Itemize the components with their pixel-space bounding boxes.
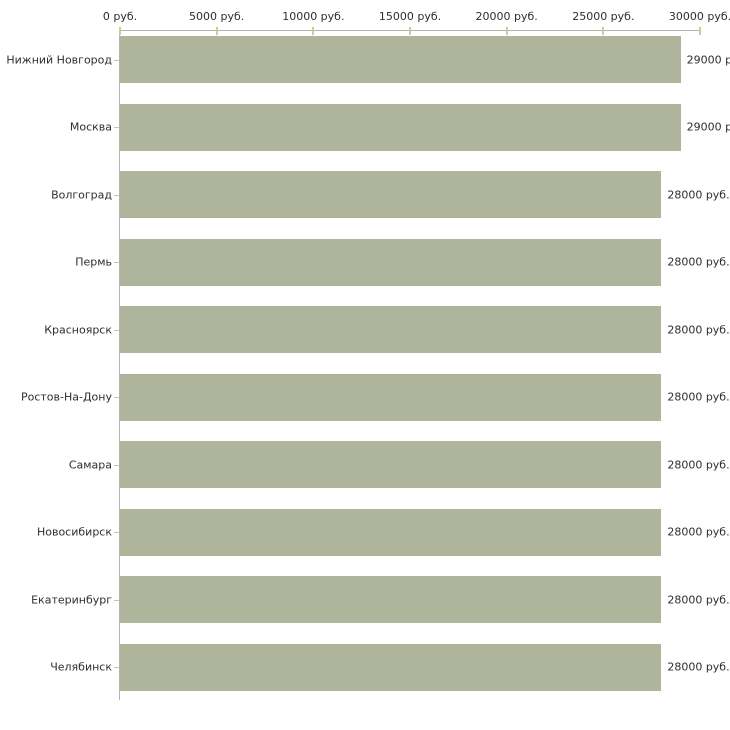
value-label: 29000 руб. xyxy=(686,53,730,66)
x-axis-tick-label: 5000 руб. xyxy=(189,10,245,23)
category-label: Нижний Новгород xyxy=(6,53,112,66)
x-axis-tick-label: 30000 руб. xyxy=(668,10,730,23)
y-axis-tick-mark xyxy=(114,600,119,601)
x-axis-tick-mark xyxy=(505,27,508,35)
x-axis-tick-label: 20000 руб. xyxy=(475,10,538,23)
x-axis-tick-label: 10000 руб. xyxy=(282,10,345,23)
category-label: Самара xyxy=(68,458,112,471)
category-label: Москва xyxy=(69,120,112,134)
value-label: 28000 руб. xyxy=(667,255,730,269)
value-label: 28000 руб. xyxy=(667,188,730,201)
value-label: 28000 руб. xyxy=(667,323,730,336)
category-label: Ростов-На-Дону xyxy=(20,390,112,404)
x-axis-tick-mark xyxy=(699,27,701,35)
x-axis-tick-mark xyxy=(312,27,315,35)
x-axis-tick-mark xyxy=(602,27,605,35)
bar-1 xyxy=(120,36,681,83)
x-axis-tick-label: 0 руб. xyxy=(102,10,138,23)
y-axis-tick-mark xyxy=(114,397,119,398)
bar-8 xyxy=(120,508,662,556)
x-axis-tick-mark xyxy=(215,27,218,35)
y-axis-tick-mark xyxy=(114,532,119,533)
x-axis-tick-label: 15000 руб. xyxy=(378,10,442,23)
bar-9 xyxy=(120,576,662,623)
category-label: Челябинск xyxy=(50,660,112,674)
bar-7 xyxy=(120,441,662,488)
value-label: 28000 руб. xyxy=(667,458,730,471)
y-axis-tick-mark xyxy=(114,127,119,128)
y-axis-tick-mark xyxy=(114,195,119,196)
category-label: Красноярск xyxy=(44,323,112,336)
value-label: 28000 руб. xyxy=(667,525,730,539)
category-label: Екатеринбург xyxy=(31,593,112,606)
y-axis-tick-mark xyxy=(114,262,119,263)
category-label: Пермь xyxy=(75,255,112,269)
value-label: 28000 руб. xyxy=(667,660,730,674)
x-axis-tick-label: 25000 руб. xyxy=(572,10,635,23)
y-axis-tick-mark xyxy=(114,667,119,668)
y-axis-tick-mark xyxy=(114,330,119,331)
x-axis-tick-mark xyxy=(119,27,121,35)
value-label: 28000 руб. xyxy=(667,390,730,404)
y-axis-tick-mark xyxy=(114,60,119,61)
x-axis-tick-mark xyxy=(409,27,411,35)
y-axis-line xyxy=(119,30,120,700)
value-label: 29000 руб. xyxy=(686,120,730,134)
category-label: Новосибирск xyxy=(36,525,112,539)
bar-6 xyxy=(120,373,662,421)
bar-3 xyxy=(120,171,662,218)
bar-2 xyxy=(120,103,681,151)
value-label: 28000 руб. xyxy=(667,593,730,606)
bar-5 xyxy=(120,306,662,353)
bar-4 xyxy=(120,238,662,286)
y-axis-tick-mark xyxy=(114,465,119,466)
category-label: Волгоград xyxy=(51,188,112,201)
bar-10 xyxy=(120,643,662,691)
